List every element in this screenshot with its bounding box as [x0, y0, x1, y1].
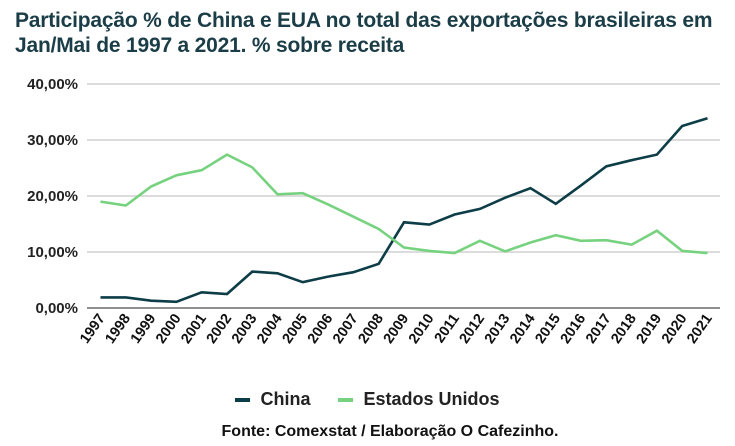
chart-title: Participação % de China e EUA no total d…: [15, 9, 713, 57]
legend-item-china[interactable]: China: [235, 389, 310, 410]
x-tick-label: 2004: [254, 311, 286, 347]
x-tick-label: 2003: [229, 311, 261, 347]
x-tick-label: 2019: [634, 311, 666, 347]
y-tick-label: 0,00%: [35, 300, 78, 317]
x-tick-label: 2015: [532, 311, 564, 347]
y-tick-label: 30,00%: [27, 132, 78, 149]
y-tick-label: 10,00%: [27, 244, 78, 261]
x-tick-label: 2001: [178, 311, 210, 347]
x-tick-label: 2000: [153, 311, 185, 347]
legend: China Estados Unidos: [0, 389, 735, 410]
x-tick-label: 2016: [558, 311, 590, 347]
series-line-china: [100, 116, 708, 304]
legend-item-estados-unidos[interactable]: Estados Unidos: [338, 389, 500, 410]
x-tick-label: 2011: [432, 311, 463, 346]
gridlines: [87, 83, 720, 253]
x-tick-label: 2008: [355, 311, 387, 347]
x-tick-label: 2018: [608, 311, 640, 347]
x-tick-label: 2020: [659, 311, 691, 347]
x-tick-label: 2002: [204, 311, 236, 347]
x-tick-label: 2013: [482, 311, 514, 347]
legend-label-china: China: [260, 389, 311, 409]
x-tick-label: 2021: [684, 311, 716, 347]
source-note: Fonte: Comexstat / Elaboração O Cafezinh…: [221, 423, 559, 440]
y-axis-ticks: 0,00% 10,00% 20,00% 30,00% 40,00%: [27, 76, 78, 317]
x-tick-label: 2007: [330, 311, 362, 347]
legend-label-estados-unidos: Estados Unidos: [363, 389, 500, 409]
x-tick-label: 2009: [381, 311, 413, 347]
x-tick-label: 2010: [406, 311, 438, 347]
x-tick-label: 1999: [128, 311, 160, 347]
series-line-estados-unidos: [100, 153, 708, 255]
legend-swatch-estados-unidos: [338, 397, 354, 402]
x-tick-label: 2017: [583, 311, 615, 347]
x-tick-label: 2012: [457, 311, 489, 347]
series-lines: [100, 116, 708, 304]
x-tick-label: 2005: [279, 311, 311, 347]
legend-swatch-china: [235, 397, 251, 402]
y-tick-label: 40,00%: [27, 76, 78, 93]
x-tick-label: 2006: [305, 311, 337, 347]
y-tick-label: 20,00%: [27, 188, 78, 205]
x-tick-label: 1998: [102, 311, 134, 347]
x-tick-label: 1997: [77, 311, 109, 347]
x-axis-ticks: 1997199819992000200120022003200420052006…: [77, 311, 716, 347]
x-tick-label: 2014: [507, 311, 539, 347]
